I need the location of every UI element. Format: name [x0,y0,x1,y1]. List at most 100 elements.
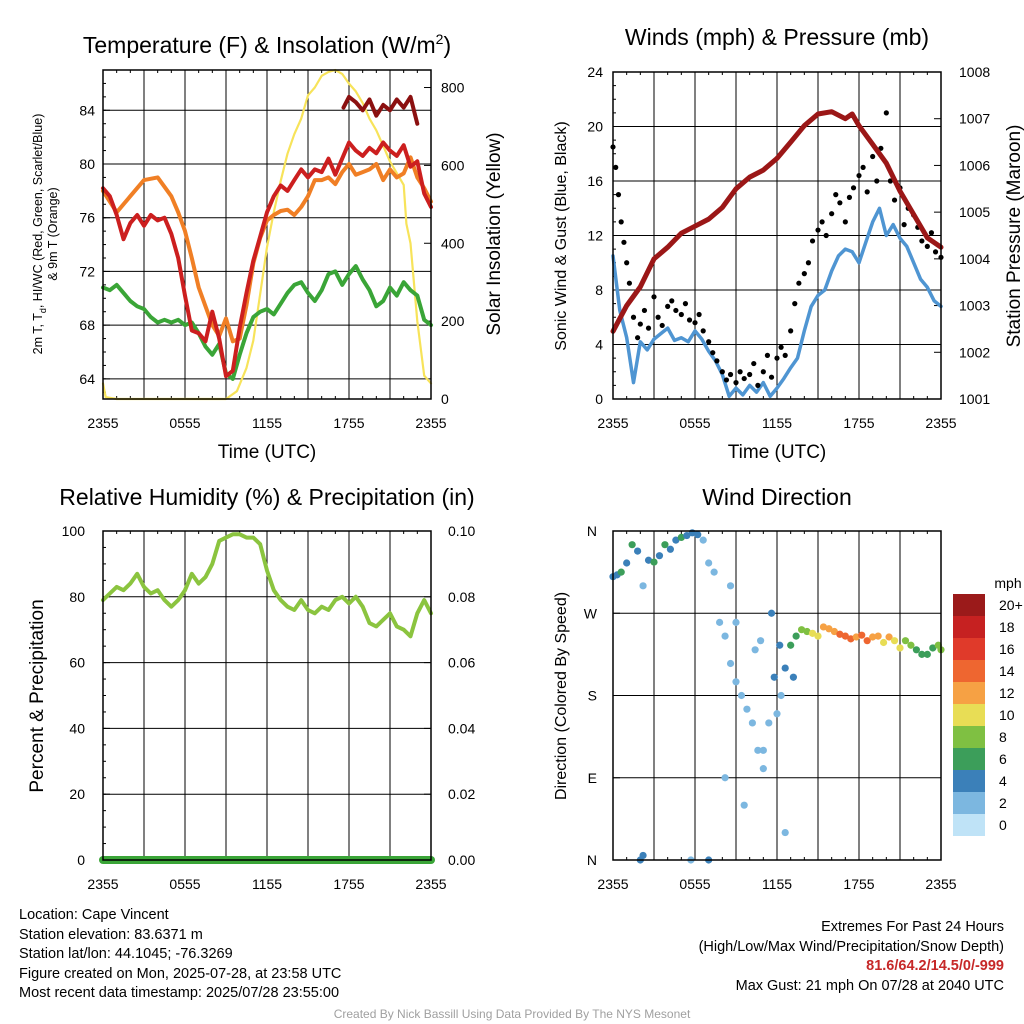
direction-point [732,678,740,686]
gust-point [723,377,730,383]
direction-point [787,641,795,649]
direction-point [716,618,724,626]
gust-point [747,371,753,378]
gust-point [706,339,712,345]
direction-point [847,635,855,643]
x-axis-label: Time (UTC) [728,442,827,463]
colorbar-label: 18 [999,619,1015,635]
gust-point [891,197,898,203]
gust-point [741,375,747,382]
station-location: Location: Cape Vincent [19,907,169,923]
plot-border [102,530,432,861]
gust-point [645,325,652,331]
direction-point [655,552,664,560]
y2-tick-label: 1001 [959,391,990,407]
gust-point [696,311,702,318]
y-tick-label: 76 [79,210,95,226]
gust-point [792,301,798,307]
direction-point [639,582,647,590]
y-tick-label: N [587,523,597,539]
y-tick-label: E [588,770,597,786]
y-tick-label: 12 [587,228,603,244]
y-tick-label: 20 [587,119,603,135]
direction-point [721,774,729,782]
series-temp_9m [101,155,433,344]
y2-tick-label: 0.08 [448,589,475,605]
chart-winds: 0 4 8 12 16 20 24 1001 1002 1003 1004 1005 1006 1007 1… [553,24,1024,463]
colorbar-label: 8 [999,729,1007,745]
y-tick-label: 0 [595,391,603,407]
x-tick-label: 0555 [679,415,710,431]
colorbar-title: mph [994,575,1021,591]
y2-tick-label: 0 [441,391,449,407]
x-axis-label: Time (UTC) [218,442,317,463]
colorbar-label: 0 [999,817,1007,833]
direction-point [757,637,765,645]
direction-point [874,632,882,640]
direction-point [721,632,729,640]
direction-point [765,719,773,727]
y-tick-label: 4 [595,337,603,353]
x-tick-label: 1155 [762,415,792,431]
gust-point [860,164,866,170]
direction-point [732,618,740,626]
y-tick-label: 8 [595,282,603,298]
y2-tick-label: 600 [441,157,465,173]
gust-point [673,307,679,314]
x-tick-label: 1755 [333,415,364,431]
y2-tick-label: 1002 [959,344,990,360]
figure-created: Figure created on Mon, 2025-07-28, at 23… [19,965,342,982]
gust-point [788,328,794,334]
gust-point [669,298,675,304]
direction-point [628,541,636,549]
y2-tick-label: 0.00 [448,852,475,868]
gust-point [819,219,825,225]
y-tick-label: W [584,605,598,621]
y2-tick-label: 1007 [959,111,990,127]
series-wind [611,206,943,399]
series-heat_index_wind_chill [341,94,420,126]
x-tick-label: 0555 [679,876,710,892]
gust-point [883,110,889,116]
gust-point [678,311,684,318]
series-dewpoint [101,264,433,381]
gust-point [760,369,766,375]
gust-point [778,344,784,350]
direction-point [819,623,828,631]
gust-point [782,352,788,358]
colorbar-swatch [953,726,985,748]
colorbar-swatch [953,748,985,770]
y2-tick-label: 1006 [959,157,990,173]
station-elevation: Station elevation: 83.6371 m [19,926,203,943]
colorbar-label: 20+ [999,597,1023,613]
gust-point [874,178,880,184]
plot-border [612,71,942,400]
direction-point [770,673,778,681]
y-axis-label: 2m T, Td, HI/WC (Red, Green, Scarlet/Blu… [31,114,48,355]
y-tick-label: 60 [69,655,85,671]
chart-temperature: 64 68 72 76 80 84 0 200 400 600 800 2355 0555 1155 175… [31,31,505,463]
gust-point [618,219,624,225]
direction-point [661,541,669,549]
direction-point [792,632,800,640]
direction-point [694,531,702,539]
direction-point [726,659,735,668]
direction-point [666,545,675,553]
chart-title: Temperature (F) & Insolation (W/m2) [83,31,451,58]
direction-point [759,746,767,754]
extremes-title: Extremes For Past 24 Hours [821,919,1004,935]
colorbar-label: 14 [999,663,1015,679]
direction-point [677,533,685,541]
y-axis-label: Percent & Precipitation [27,599,48,792]
series-rh [101,532,433,639]
direction-point [699,536,707,544]
gust-point [764,352,771,358]
y-tick-label: 24 [587,64,603,80]
gust-point [755,382,761,388]
direction-point [858,631,866,639]
extremes-values: 81.6/64.2/14.5/0/-999 [866,958,1004,974]
gust-point [809,238,816,244]
gust-point [733,380,739,386]
chart-title-close: ) [443,32,451,58]
direction-point [869,633,877,641]
